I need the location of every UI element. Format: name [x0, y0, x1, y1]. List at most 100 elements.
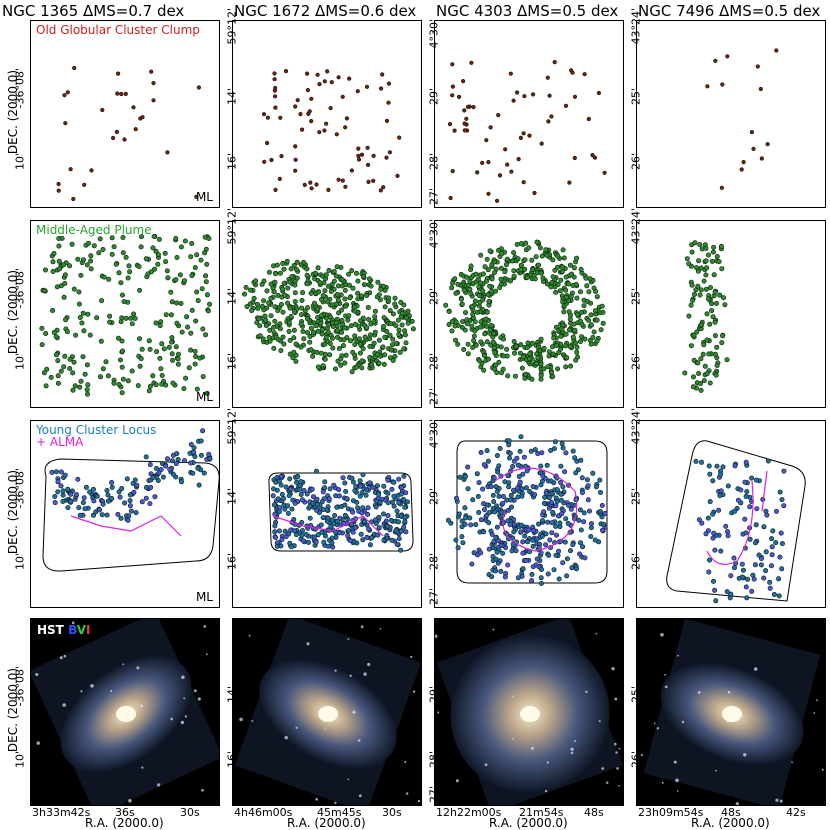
- cluster-point: [494, 524, 500, 530]
- cluster-point: [342, 480, 348, 486]
- cluster-point: [381, 511, 387, 517]
- star: [63, 654, 67, 658]
- cluster-point: [503, 147, 508, 152]
- cluster-point: [511, 458, 517, 464]
- cluster-point: [52, 500, 58, 506]
- star: [437, 711, 440, 714]
- star: [379, 627, 382, 630]
- cluster-point: [486, 510, 492, 516]
- cluster-point: [573, 281, 579, 287]
- cluster-point: [567, 344, 573, 350]
- cluster-point: [151, 98, 156, 103]
- cluster-point: [307, 515, 313, 521]
- cluster-point: [363, 492, 369, 498]
- cluster-point: [498, 265, 504, 271]
- cluster-point: [485, 458, 491, 464]
- cluster-point: [143, 454, 149, 460]
- cluster-point: [276, 528, 282, 534]
- cluster-point: [127, 492, 133, 498]
- row-label: Young Cluster Locus + ALMA: [36, 423, 156, 449]
- cluster-point: [278, 302, 284, 308]
- cluster-point: [247, 301, 253, 307]
- cluster-point: [62, 272, 68, 278]
- cluster-point: [713, 372, 719, 378]
- star: [455, 779, 459, 783]
- cluster-point: [124, 476, 130, 482]
- cluster-point: [75, 476, 81, 482]
- cluster-point: [67, 366, 73, 372]
- cluster-point: [317, 81, 322, 87]
- cluster-point: [704, 311, 710, 317]
- cluster-point: [175, 361, 181, 367]
- star: [546, 761, 549, 764]
- cluster-point: [140, 115, 145, 120]
- cluster-point: [77, 315, 83, 321]
- cluster-point: [109, 251, 115, 257]
- cluster-point: [548, 478, 554, 484]
- cluster-point: [55, 380, 61, 386]
- y-tick-label: 26': [629, 152, 643, 171]
- cluster-point: [154, 349, 160, 355]
- cluster-point: [340, 178, 345, 183]
- cluster-point: [317, 130, 322, 135]
- cluster-point: [562, 469, 568, 475]
- panel-mid-3: [636, 220, 826, 408]
- cluster-point: [497, 445, 503, 451]
- cluster-point: [561, 309, 567, 315]
- cluster-point: [577, 507, 583, 513]
- cluster-point: [356, 146, 361, 151]
- cluster-point: [697, 242, 703, 248]
- cluster-point: [41, 287, 47, 293]
- galaxy-nucleus: [520, 706, 540, 722]
- cluster-point: [492, 509, 498, 515]
- cluster-point: [336, 75, 341, 80]
- star: [484, 763, 488, 767]
- cluster-point: [380, 344, 386, 350]
- cluster-point: [293, 157, 298, 162]
- cluster-point: [462, 310, 468, 316]
- cluster-point: [529, 578, 535, 584]
- cluster-point: [475, 494, 481, 500]
- cluster-point: [707, 471, 713, 477]
- cluster-point: [402, 332, 408, 338]
- cluster-point: [309, 96, 314, 101]
- cluster-point: [292, 282, 298, 288]
- cluster-point: [292, 290, 298, 296]
- cluster-point: [177, 272, 183, 278]
- cluster-point: [343, 184, 348, 189]
- cluster-point: [127, 269, 133, 275]
- cluster-point: [110, 135, 116, 141]
- star: [492, 628, 495, 631]
- cluster-point: [302, 308, 308, 314]
- cluster-point: [774, 508, 780, 514]
- cluster-point: [327, 341, 333, 347]
- cluster-point: [189, 273, 195, 279]
- cluster-point: [705, 84, 710, 89]
- cluster-point: [527, 489, 533, 495]
- cluster-point: [88, 253, 94, 259]
- cluster-point: [741, 160, 746, 165]
- cluster-point: [401, 497, 407, 503]
- cluster-point: [286, 319, 292, 325]
- star: [618, 747, 621, 750]
- row-label: Old Globular Cluster Clump: [36, 23, 200, 37]
- cluster-point: [285, 285, 291, 291]
- cluster-point: [369, 362, 375, 368]
- cluster-point: [186, 365, 192, 371]
- cluster-point: [386, 295, 392, 301]
- cluster-point: [288, 544, 294, 550]
- cluster-point: [396, 500, 402, 506]
- cluster-point: [546, 353, 552, 359]
- cluster-point: [585, 483, 591, 489]
- cluster-point: [100, 246, 106, 252]
- cluster-point: [191, 449, 197, 455]
- cluster-point: [570, 448, 576, 454]
- cluster-point: [373, 504, 379, 510]
- cluster-point: [545, 75, 550, 80]
- cluster-point: [84, 391, 90, 397]
- cluster-point: [292, 299, 298, 305]
- star: [90, 684, 94, 688]
- cluster-point: [598, 490, 604, 496]
- cluster-point: [359, 365, 365, 371]
- cluster-point: [573, 340, 579, 346]
